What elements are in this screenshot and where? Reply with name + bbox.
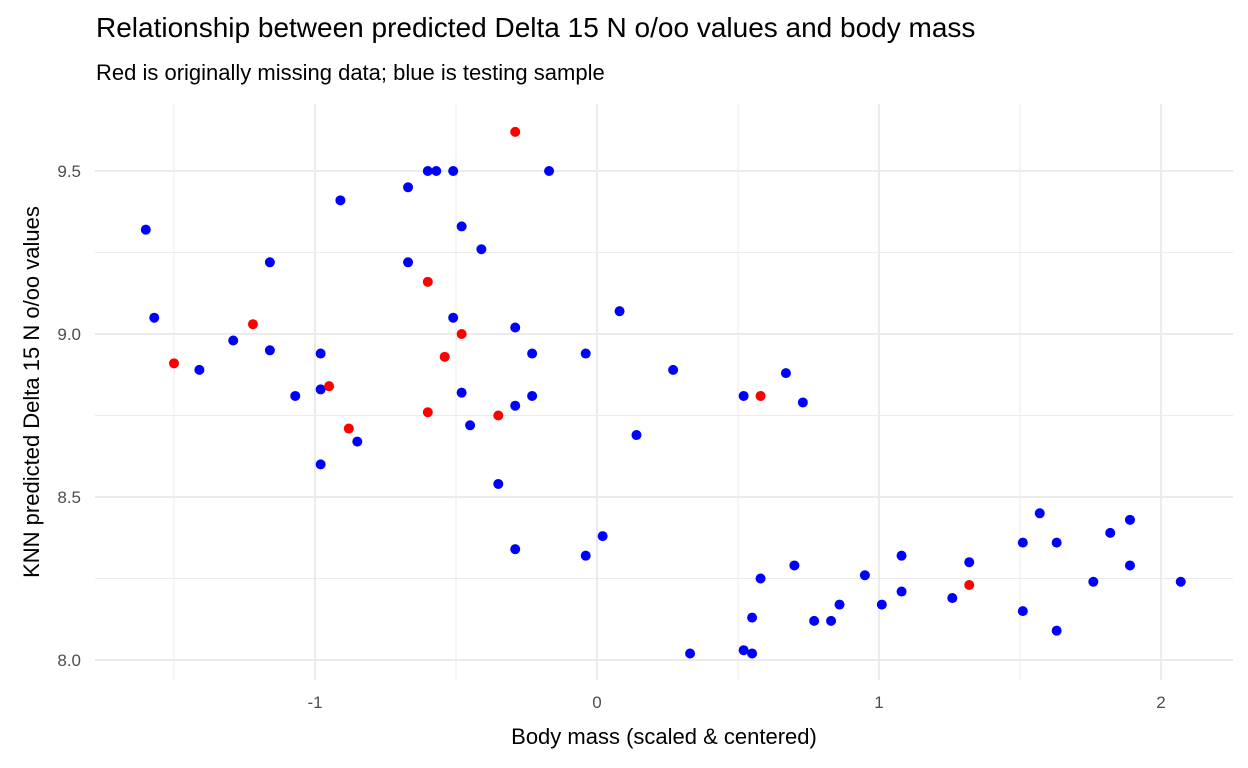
testing-point	[403, 182, 414, 193]
testing-point	[1051, 537, 1062, 548]
testing-point	[738, 390, 749, 401]
testing-point	[476, 244, 487, 255]
y-tick-label: 9.0	[57, 325, 81, 344]
testing-point	[1017, 537, 1028, 548]
testing-point	[456, 221, 467, 232]
missing-point	[439, 351, 450, 362]
testing-point	[834, 599, 845, 610]
y-tick-label: 8.0	[57, 651, 81, 670]
chart-title: Relationship between predicted Delta 15 …	[96, 12, 976, 43]
testing-point	[797, 397, 808, 408]
testing-point	[947, 593, 958, 604]
missing-point	[493, 410, 504, 421]
testing-point	[493, 478, 504, 489]
testing-point	[527, 390, 538, 401]
testing-point	[290, 390, 301, 401]
chart-subtitle: Red is originally missing data; blue is …	[96, 60, 605, 85]
testing-point	[964, 557, 975, 568]
testing-point	[580, 348, 591, 359]
testing-point	[876, 599, 887, 610]
testing-point	[747, 648, 758, 659]
testing-point	[896, 550, 907, 561]
testing-point	[431, 166, 442, 176]
testing-point	[510, 544, 521, 555]
x-tick-label: -1	[307, 693, 322, 712]
testing-point	[228, 335, 239, 346]
testing-point	[448, 312, 459, 323]
testing-point	[580, 550, 591, 561]
missing-point	[755, 390, 766, 401]
testing-point	[527, 348, 538, 359]
testing-point	[264, 345, 275, 356]
testing-point	[315, 384, 326, 395]
missing-point	[964, 580, 975, 591]
testing-point	[149, 312, 160, 323]
testing-point	[465, 420, 476, 431]
testing-point	[335, 195, 346, 206]
testing-point	[1034, 508, 1045, 519]
testing-point	[896, 586, 907, 597]
missing-point	[456, 329, 467, 339]
testing-point	[789, 560, 800, 571]
testing-point	[264, 257, 275, 268]
x-tick-label: 1	[874, 693, 883, 712]
missing-point	[324, 381, 335, 392]
testing-point	[544, 166, 555, 176]
testing-point	[631, 430, 642, 441]
missing-point	[169, 358, 179, 369]
minor-gridlines	[95, 104, 1233, 680]
testing-point	[456, 387, 467, 398]
x-tick-label: 0	[592, 693, 601, 712]
missing-point	[247, 319, 258, 330]
testing-point	[859, 570, 870, 581]
testing-point	[1051, 625, 1062, 636]
testing-point	[140, 224, 151, 235]
testing-point	[668, 364, 679, 375]
testing-point	[597, 531, 608, 542]
y-axis-ticks: 8.0 8.5 9.0 9.5	[57, 162, 81, 670]
y-axis-title: KNN predicted Delta 15 N o/oo values	[19, 206, 44, 578]
testing-point	[1088, 576, 1099, 587]
testing-point	[315, 459, 326, 470]
testing-point	[685, 648, 696, 659]
testing-point	[614, 306, 625, 317]
data-points	[140, 126, 1186, 659]
missing-point	[510, 126, 521, 137]
testing-point	[1017, 606, 1028, 617]
x-axis-title: Body mass (scaled & centered)	[511, 724, 817, 749]
testing-point	[315, 348, 326, 359]
testing-point	[403, 257, 414, 268]
testing-point	[352, 436, 363, 447]
testing-point	[510, 322, 521, 333]
testing-point	[448, 166, 459, 176]
x-tick-label: 2	[1156, 693, 1165, 712]
x-axis-ticks: -1 0 1 2	[307, 693, 1165, 712]
testing-point	[738, 645, 749, 656]
testing-point	[194, 364, 205, 375]
testing-point	[780, 368, 791, 379]
y-tick-label: 9.5	[57, 162, 81, 181]
missing-point	[343, 423, 354, 434]
testing-point	[1124, 560, 1135, 571]
missing-point	[422, 407, 433, 418]
testing-point	[510, 400, 521, 411]
testing-point	[755, 573, 766, 584]
testing-point	[826, 615, 837, 626]
testing-point	[422, 166, 433, 176]
major-gridlines	[95, 104, 1233, 680]
testing-point	[1124, 514, 1135, 525]
testing-point	[1105, 527, 1116, 538]
testing-point	[809, 615, 820, 626]
y-tick-label: 8.5	[57, 488, 81, 507]
missing-point	[422, 276, 433, 287]
testing-point	[747, 612, 758, 623]
testing-point	[1175, 576, 1186, 587]
